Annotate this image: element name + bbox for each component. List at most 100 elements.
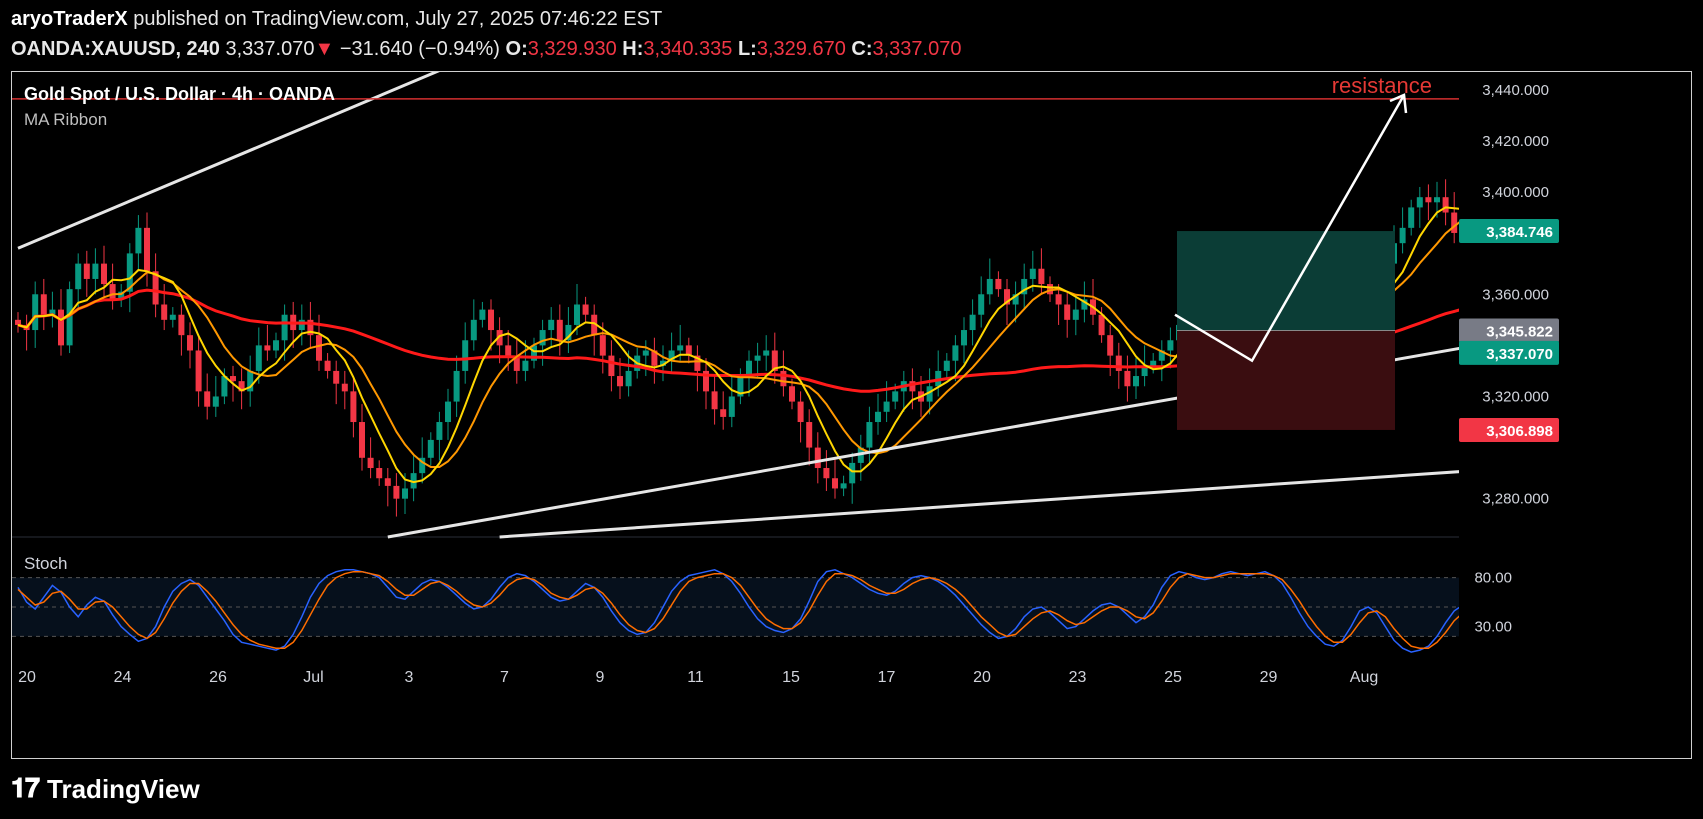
x-tick-label: 9: [596, 669, 605, 686]
candle-body: [212, 396, 219, 407]
candle-body: [961, 330, 967, 346]
candle-body: [720, 409, 727, 417]
candle-body: [436, 422, 443, 440]
candle-body: [204, 391, 211, 407]
candle-body: [591, 314, 598, 336]
x-tick-label: 3: [405, 669, 414, 686]
candle-body: [40, 294, 47, 315]
close-value: 3,337.070: [872, 38, 962, 60]
candle-body: [746, 360, 752, 377]
candle-body: [986, 278, 993, 295]
candle-body: [195, 350, 202, 392]
candle-body: [1004, 289, 1010, 305]
candle-body: [797, 401, 804, 423]
candle-body: [694, 355, 701, 371]
candle-body: [1064, 304, 1071, 320]
candle-body: [152, 271, 159, 305]
candle-body: [298, 319, 305, 331]
symbol: OANDA:XAUUSD, 240: [11, 38, 220, 60]
x-tick-label: 20: [18, 669, 36, 686]
candle-body: [883, 401, 890, 412]
candle-body: [522, 360, 529, 371]
stoch-k-line: [17, 569, 1490, 653]
candle-body: [1047, 284, 1053, 295]
candle-body: [32, 294, 39, 331]
candle-body: [92, 263, 99, 279]
candle-body: [1416, 197, 1423, 208]
candle-body: [832, 478, 838, 489]
x-tick-label: 7: [500, 669, 509, 686]
price-tag-label: 3,337.070: [1486, 346, 1553, 363]
candle-body: [1150, 360, 1157, 366]
x-tick-label: 24: [114, 669, 132, 686]
chart-frame[interactable]: resistance 3,440.000 3,420.000 3,400.000 3,3…: [11, 71, 1692, 759]
footer: 𝟏𝟕 TradingView: [11, 772, 200, 806]
open-value: 3,329.930: [527, 38, 617, 60]
candle-body: [144, 227, 150, 272]
candle-body: [419, 457, 426, 474]
candle-body: [221, 376, 228, 397]
candle-body: [488, 309, 494, 331]
x-tick-label: 17: [878, 669, 896, 686]
price-change: −31.640 (−0.94%): [339, 38, 500, 60]
candle-body: [556, 319, 563, 341]
candle-body: [943, 360, 950, 371]
candle-body: [264, 345, 271, 351]
stop-loss-zone: [1177, 330, 1395, 430]
publish-info: published on TradingView.com, July 27, 2…: [133, 8, 663, 30]
footer-brand[interactable]: TradingView: [47, 773, 200, 804]
candle-body: [496, 330, 503, 346]
tradingview-logo-icon[interactable]: 𝟏𝟕: [11, 773, 40, 803]
x-tick-label: Aug: [1350, 669, 1378, 686]
candle-body: [1133, 376, 1139, 387]
x-tick-label: 23: [1069, 669, 1087, 686]
x-tick-label: 26: [209, 669, 227, 686]
candle-body: [548, 319, 555, 331]
candle-body: [513, 355, 520, 371]
chart-title: Gold Spot / U.S. Dollar · 4h · OANDA: [24, 84, 335, 104]
price-scale-bg: [1459, 72, 1691, 758]
last-price: 3,337.070: [225, 38, 315, 60]
candle-body: [470, 319, 477, 341]
candle-body: [728, 396, 735, 417]
candle-body: [341, 383, 348, 392]
author-name[interactable]: aryoTraderX: [11, 8, 128, 30]
candle-body: [1124, 370, 1131, 387]
candle-body: [625, 370, 632, 387]
candle-body: [118, 291, 125, 300]
candle-body: [169, 314, 176, 320]
candle-body: [926, 386, 933, 402]
candle-body: [1408, 207, 1415, 228]
candle-body: [763, 350, 770, 356]
stoch-d-line: [17, 570, 1490, 649]
candle-body: [1072, 309, 1079, 320]
candle-body: [83, 263, 90, 279]
candle-body: [978, 294, 985, 315]
ma-line-ma-ribbon-yellow-: [17, 118, 1691, 484]
candle-body: [1038, 268, 1045, 285]
price-tag: [1459, 340, 1559, 365]
y-tick-label: 3,280.000: [1482, 491, 1549, 508]
candle-body: [367, 457, 374, 469]
y-tick-label: 3,400.000: [1482, 184, 1549, 201]
candle-body: [281, 314, 288, 341]
candle-body: [49, 309, 56, 315]
candle-body: [617, 376, 623, 387]
high-value: 3,340.335: [643, 38, 733, 60]
candle-body: [1098, 314, 1105, 336]
candle-body: [909, 381, 916, 392]
candle-body: [1115, 355, 1122, 371]
candle-body: [952, 345, 959, 361]
price-chart[interactable]: resistance 3,440.000 3,420.000 3,400.000 3,3…: [12, 72, 1691, 758]
x-tick-label: 11: [687, 669, 704, 686]
low-value: 3,329.670: [756, 38, 846, 60]
candle-body: [1451, 212, 1458, 233]
candle-body: [1425, 197, 1432, 203]
candle-body: [1081, 299, 1088, 310]
candle-body: [187, 335, 193, 351]
candle-body: [849, 462, 856, 484]
candle-body: [445, 401, 451, 423]
high-label: H:: [622, 38, 644, 60]
candle-body: [703, 370, 709, 392]
candle-body: [840, 483, 847, 489]
